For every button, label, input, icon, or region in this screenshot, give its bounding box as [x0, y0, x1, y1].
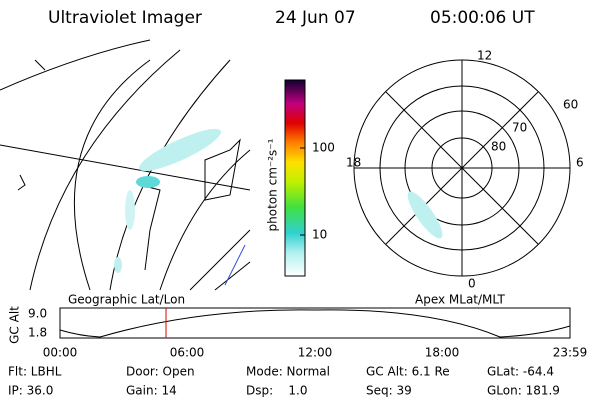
altitude-xtick: 12:00 [298, 346, 333, 360]
status-field: IP: 36.0 [8, 384, 53, 398]
mlt-label: 6 [576, 156, 584, 170]
status-field: GLon: 181.9 [487, 384, 560, 398]
altitude-xtick: 18:00 [425, 346, 460, 360]
mlt-label: 18 [346, 156, 361, 170]
mlt-label: 12 [477, 49, 492, 63]
mlt-label: 0 [468, 277, 476, 291]
status-field: Flt: LBHL [8, 365, 62, 379]
status-field: GLat: -64.4 [487, 365, 554, 379]
altitude-xtick: 00:00 [43, 346, 78, 360]
status-field: Mode: Normal [246, 365, 330, 379]
status-field: Gain: 14 [126, 384, 177, 398]
polar-plot [353, 59, 571, 277]
status-field: Dsp: 1.0 [246, 384, 308, 398]
altitude-ytick: 9.0 [28, 307, 47, 321]
altitude-ytick: 1.8 [28, 326, 47, 340]
altitude-plot [59, 307, 571, 339]
altitude-ylabel: GC Alt [8, 306, 22, 344]
title: Ultraviolet Imager [48, 8, 202, 28]
altitude-xtick: 06:00 [170, 346, 205, 360]
footer: Flt: LBHL Door: Open Mode: Normal GC Alt: 6… [8, 365, 560, 398]
status-field: GC Alt: 6.1 Re [366, 365, 450, 379]
geographic-map [0, 39, 251, 291]
status-field: Seq: 39 [366, 384, 412, 398]
colorbar-tick-label: 100 [312, 141, 335, 155]
altitude-curve [59, 309, 571, 338]
colorbar-label: photon cm⁻²s⁻¹ [266, 138, 280, 231]
panel-label: Apex MLat/MLT [415, 293, 505, 307]
status-field: Door: Open [126, 365, 195, 379]
altitude-xtick: 23:59 [553, 346, 588, 360]
date: 24 Jun 07 [275, 8, 356, 28]
panel-label: Geographic Lat/Lon [68, 293, 185, 307]
colorbar-tick-label: 10 [312, 228, 327, 242]
time: 05:00:06 UT [430, 8, 535, 28]
lat-label: 60 [563, 98, 578, 112]
lat-label: 70 [512, 121, 527, 135]
lat-label: 80 [491, 140, 506, 154]
colorbar [284, 79, 306, 277]
